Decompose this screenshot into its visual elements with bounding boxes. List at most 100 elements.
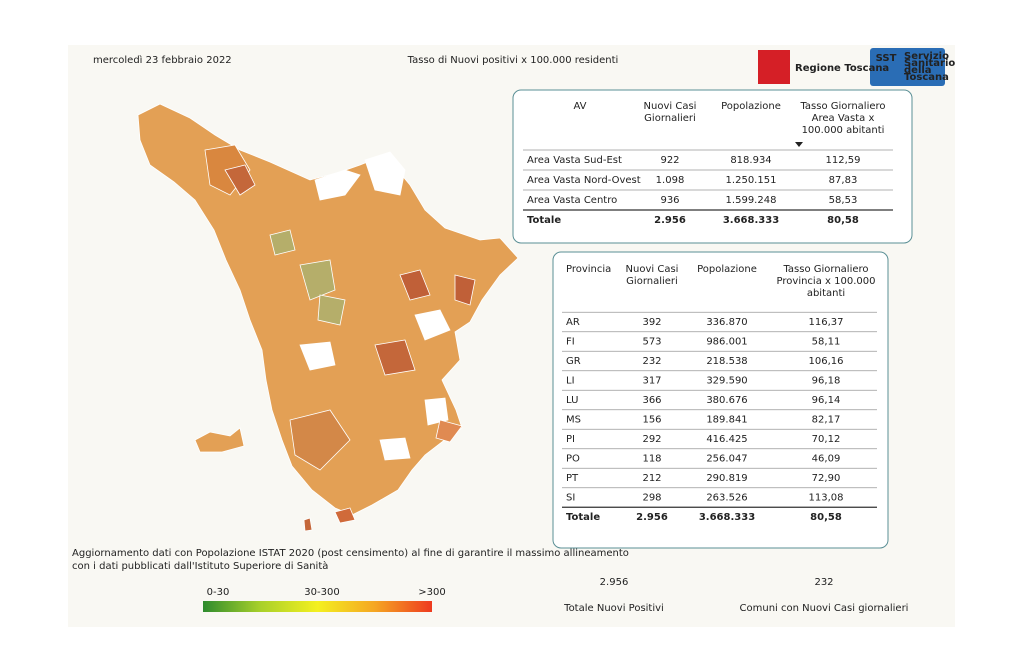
cell: Area Vasta Sud-Est — [527, 155, 622, 166]
cell: 113,08 — [809, 493, 844, 504]
column-header: Provincia x 100.000 — [777, 276, 876, 287]
area — [364, 151, 406, 196]
area — [435, 419, 463, 443]
cell: 212 — [642, 473, 661, 484]
logo-sst-name: Servizio — [904, 51, 949, 62]
total-cell: 3.668.333 — [699, 512, 755, 523]
cell: 87,83 — [829, 175, 858, 186]
cell: FI — [566, 337, 575, 348]
cell: 922 — [660, 155, 679, 166]
cell: 329.590 — [706, 376, 747, 387]
cell: PI — [566, 434, 575, 445]
area — [399, 269, 431, 301]
cell: 118 — [642, 454, 661, 465]
cell: LI — [566, 376, 575, 387]
island — [303, 517, 313, 532]
logo-sst — [870, 48, 945, 86]
area — [289, 409, 351, 471]
column-header: abitanti — [807, 288, 845, 299]
cell: 1.098 — [656, 175, 685, 186]
column-header: Tasso Giornaliero — [782, 264, 868, 275]
kpi-label: Totale Nuovi Positivi — [563, 603, 664, 614]
cell: 818.934 — [730, 155, 771, 166]
area — [299, 341, 336, 371]
column-header: Giornalieri — [626, 276, 678, 287]
area — [379, 437, 411, 461]
cell: AR — [566, 317, 580, 328]
column-header: Provincia — [566, 264, 611, 275]
cell: 82,17 — [812, 415, 841, 426]
cell: 317 — [642, 376, 661, 387]
total-cell: 2.956 — [636, 512, 668, 523]
cell: Area Vasta Centro — [527, 195, 617, 206]
cell: 58,53 — [829, 195, 858, 206]
cell: 290.819 — [706, 473, 747, 484]
cell: 58,11 — [812, 337, 841, 348]
cell: 256.047 — [706, 454, 747, 465]
total-cell: 80,58 — [827, 215, 859, 226]
island — [334, 507, 356, 524]
area — [424, 397, 449, 426]
title: Tasso di Nuovi positivi x 100.000 reside… — [407, 55, 619, 66]
area — [414, 309, 451, 341]
cell: 986.001 — [706, 337, 747, 348]
cell: 112,59 — [826, 155, 861, 166]
sort-icon — [795, 142, 803, 147]
total-cell: Totale — [566, 512, 600, 523]
total-cell: 80,58 — [810, 512, 842, 523]
note: con i dati pubblicati dall'Istituto Supe… — [72, 560, 328, 572]
cell: 232 — [642, 356, 661, 367]
total-cell: Totale — [527, 215, 561, 226]
island — [194, 427, 245, 453]
cell: 392 — [642, 317, 661, 328]
note: Aggiornamento dati con Popolazione ISTAT… — [72, 548, 629, 559]
date: mercoledì 23 febbraio 2022 — [93, 54, 232, 66]
column-header: Nuovi Casi — [644, 101, 697, 112]
legend-bar — [203, 601, 432, 612]
cell: 189.841 — [706, 415, 747, 426]
cell: 46,09 — [812, 454, 841, 465]
cell: 263.526 — [706, 493, 747, 504]
map — [137, 103, 519, 532]
logo-sst-name: Toscana — [904, 72, 949, 83]
cell: PO — [566, 454, 580, 465]
logo-sst-abbr: SST — [876, 53, 897, 64]
kpi-value: 2.956 — [600, 577, 629, 588]
cell: 1.599.248 — [726, 195, 777, 206]
kpi-value: 232 — [814, 577, 833, 588]
cell: 292 — [642, 434, 661, 445]
cell: 218.538 — [706, 356, 747, 367]
cell: 380.676 — [706, 395, 747, 406]
cell: Area Vasta Nord-Ovest — [527, 175, 641, 186]
column-header: Popolazione — [697, 264, 757, 275]
logo-regione — [758, 50, 790, 84]
cell: 156 — [642, 415, 661, 426]
legend-label: 0-30 — [207, 587, 230, 598]
area — [224, 164, 256, 196]
province-table-box — [552, 251, 889, 549]
cell: 96,14 — [812, 395, 841, 406]
cell: 366 — [642, 395, 661, 406]
legend-label: >300 — [418, 587, 445, 598]
kpi-label: Comuni con Nuovi Casi giornalieri — [740, 603, 909, 614]
cell: SI — [566, 493, 575, 504]
cell: 106,16 — [809, 356, 844, 367]
column-header: Giornalieri — [644, 113, 696, 124]
column-header: Popolazione — [721, 101, 781, 112]
av-table-box — [512, 89, 913, 244]
cell: LU — [566, 395, 578, 406]
column-header: Nuovi Casi — [626, 264, 679, 275]
legend-label: 30-300 — [304, 587, 339, 598]
cell: 936 — [660, 195, 679, 206]
area — [454, 274, 476, 306]
column-header: Tasso Giornaliero — [799, 101, 885, 112]
total-cell: 3.668.333 — [723, 215, 779, 226]
cell: 298 — [642, 493, 661, 504]
cell: 70,12 — [812, 434, 841, 445]
cell: 96,18 — [812, 376, 841, 387]
cell: 573 — [642, 337, 661, 348]
cell: PT — [566, 473, 579, 484]
cell: GR — [566, 356, 581, 367]
